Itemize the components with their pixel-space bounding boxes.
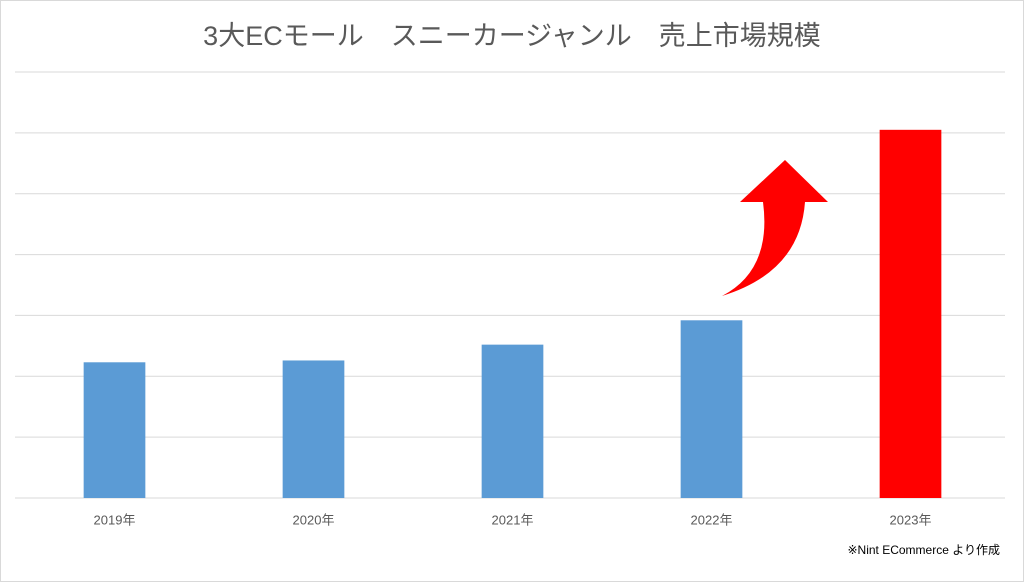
bar xyxy=(282,360,345,498)
source-note: ※Nint ECommerce より作成 xyxy=(847,543,1000,557)
growth-arrow xyxy=(722,160,828,296)
x-tick-label: 2019年 xyxy=(94,512,136,527)
bar xyxy=(481,344,544,498)
plot-area: 2019年 2020年 2021年 2022年 2023年 xyxy=(15,71,1005,527)
x-tick-label: 2021年 xyxy=(492,512,534,527)
x-tick-label: 2020年 xyxy=(293,512,335,527)
bar xyxy=(680,320,743,498)
x-tick-label: 2022年 xyxy=(691,512,733,527)
x-tick-label: 2023年 xyxy=(890,512,932,527)
bar xyxy=(83,362,146,498)
chart-title: 3大ECモール スニーカージャンル 売上市場規模 xyxy=(203,21,821,51)
bar xyxy=(879,129,942,499)
